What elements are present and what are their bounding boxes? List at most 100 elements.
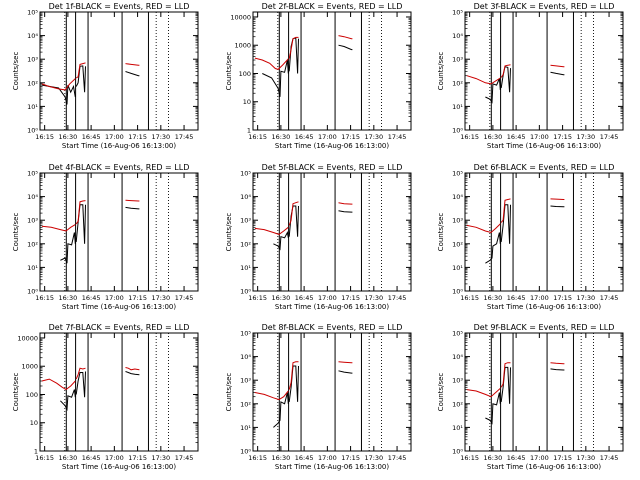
y-tick-label: 10²	[240, 400, 251, 408]
y-tick-label: 10²	[452, 79, 463, 87]
lld-series-line	[41, 224, 76, 232]
x-tick-label: 16:15	[460, 454, 479, 462]
plot-frame	[39, 11, 199, 131]
x-tick-label: 17:30	[364, 294, 383, 302]
x-tick-label: 16:15	[248, 133, 267, 141]
y-tick-label: 10²	[452, 400, 463, 408]
y-axis-label: Counts/sec	[12, 52, 20, 91]
panel-9: Det 9f-BLACK = Events, RED = LLD 10⁰ 10¹ 10…	[437, 323, 624, 471]
y-tick-label: 10⁰	[27, 127, 38, 135]
y-tick-label: 10⁵	[452, 330, 463, 338]
x-tick-label: 16:15	[460, 294, 479, 302]
x-tick-label: 17:30	[151, 294, 170, 302]
lld-series-line	[466, 75, 501, 85]
y-tick-label: 10³	[27, 56, 38, 64]
x-tick-label: 16:45	[82, 133, 101, 141]
lld-series-line	[125, 199, 140, 202]
y-tick-label: 10³	[27, 217, 38, 225]
x-tick-label: 16:45	[295, 294, 314, 302]
x-tick-label: 17:45	[600, 454, 619, 462]
y-tick-label: 10⁰	[240, 288, 251, 296]
x-tick-label: 17:30	[576, 133, 595, 141]
panel-title: Det 1f-BLACK = Events, RED = LLD	[49, 2, 190, 11]
events-series-line	[75, 65, 86, 93]
y-axis-label: Counts/sec	[12, 373, 20, 412]
y-tick-label: 10²	[240, 240, 251, 248]
lld-series-line	[338, 35, 353, 40]
panel-title: Det 9f-BLACK = Events, RED = LLD	[474, 323, 615, 332]
y-axis-label: Counts/sec	[225, 373, 233, 412]
y-tick-label: 10¹	[240, 424, 251, 432]
y-tick-label: 10⁴	[27, 193, 38, 201]
x-tick-label: 17:45	[175, 454, 194, 462]
y-tick-label: 10³	[240, 377, 251, 385]
x-tick-label: 17:00	[105, 454, 124, 462]
y-tick-label: 10¹	[240, 264, 251, 272]
y-tick-label: 10000	[230, 13, 251, 21]
events-series-line	[273, 392, 289, 428]
lld-series-line	[75, 367, 86, 380]
lld-series-line	[254, 57, 289, 70]
panel-title: Det 4f-BLACK = Events, RED = LLD	[49, 163, 190, 172]
y-tick-label: 10²	[27, 240, 38, 248]
lld-series-line	[500, 198, 511, 223]
y-tick-label: 10⁵	[240, 330, 251, 338]
y-axis-label: Counts/sec	[12, 213, 20, 252]
lld-series-line	[41, 78, 76, 91]
x-tick-label: 16:45	[507, 454, 526, 462]
plot-frame	[252, 172, 412, 292]
y-tick-label: 10⁵	[27, 9, 38, 17]
x-tick-label: 16:15	[35, 133, 54, 141]
panel-title: Det 5f-BLACK = Events, RED = LLD	[262, 163, 403, 172]
lld-series-line	[125, 63, 140, 66]
x-tick-label: 17:45	[388, 294, 407, 302]
lld-series-line	[125, 367, 140, 371]
x-tick-label: 17:00	[105, 294, 124, 302]
y-tick-label: 10³	[452, 377, 463, 385]
panel-title: Det 2f-BLACK = Events, RED = LLD	[262, 2, 403, 11]
x-tick-label: 16:45	[82, 454, 101, 462]
x-tick-label: 16:45	[507, 133, 526, 141]
lld-series-line	[550, 362, 565, 365]
events-series-line	[75, 371, 86, 398]
x-tick-label: 16:45	[295, 133, 314, 141]
x-tick-label: 16:45	[507, 294, 526, 302]
x-tick-label: 17:00	[530, 294, 549, 302]
plot-frame	[252, 11, 412, 131]
x-tick-label: 16:15	[460, 133, 479, 141]
lld-series-line	[254, 226, 289, 235]
plot-frame	[464, 172, 624, 292]
events-series-line	[125, 371, 140, 376]
y-axis-label: Counts/sec	[437, 213, 445, 252]
events-series-line	[41, 84, 76, 105]
events-series-line	[288, 37, 299, 74]
y-axis-label: Counts/sec	[437, 52, 445, 91]
lld-series-line	[338, 361, 353, 364]
x-tick-label: 16:30	[59, 133, 78, 141]
events-series-line	[500, 66, 511, 93]
x-tick-label: 16:30	[272, 133, 291, 141]
x-tick-label: 16:45	[295, 454, 314, 462]
x-tick-label: 16:30	[484, 294, 503, 302]
y-tick-label: 10⁴	[452, 353, 463, 361]
events-series-line	[500, 366, 511, 404]
x-axis-label: Start Time (16-Aug-06 16:13:00)	[62, 463, 176, 471]
x-tick-label: 16:30	[484, 133, 503, 141]
x-tick-label: 17:00	[105, 133, 124, 141]
x-tick-label: 17:15	[553, 133, 572, 141]
events-series-line	[125, 71, 140, 77]
panel-2: Det 2f-BLACK = Events, RED = LLD 1 10 100 10…	[225, 2, 412, 150]
y-tick-label: 10⁰	[452, 288, 463, 296]
x-axis-label: Start Time (16-Aug-06 16:13:00)	[62, 142, 176, 150]
x-tick-label: 17:30	[151, 454, 170, 462]
x-tick-label: 17:15	[128, 294, 147, 302]
x-axis-label: Start Time (16-Aug-06 16:13:00)	[275, 142, 389, 150]
y-tick-label: 10³	[452, 217, 463, 225]
lld-series-line	[500, 362, 511, 388]
x-tick-label: 17:45	[388, 454, 407, 462]
x-tick-label: 17:00	[318, 294, 337, 302]
y-tick-label: 10000	[17, 334, 38, 342]
x-tick-label: 16:15	[35, 294, 54, 302]
x-tick-label: 17:15	[128, 133, 147, 141]
